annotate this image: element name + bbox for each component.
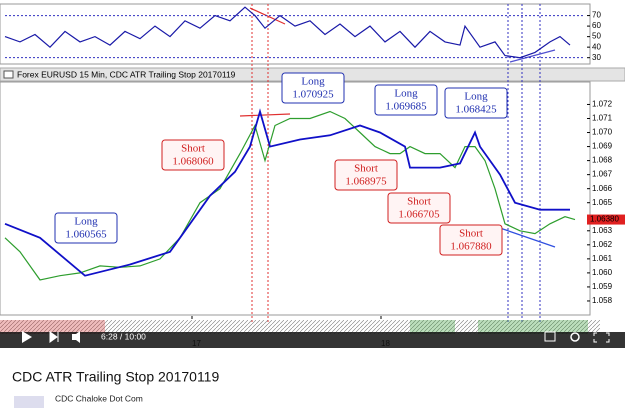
callout-side: Short [181, 143, 205, 155]
callout-box [387, 192, 451, 224]
y-tick-label: 1.058 [592, 296, 613, 305]
y-tick-label: 1.060 [592, 268, 613, 277]
control-bar [0, 332, 625, 348]
y-tick-label: 1.067 [592, 170, 613, 179]
video-frame [0, 0, 625, 350]
rsi-panel [0, 3, 591, 65]
series-line [4, 6, 571, 59]
progress-played [0, 320, 105, 334]
progress-bar[interactable] [0, 320, 600, 334]
arrow [499, 227, 556, 248]
y-tick-label: 1.072 [592, 100, 613, 109]
callout-box [281, 72, 345, 104]
y-tick-label: 30 [592, 53, 601, 62]
fullscreen-button[interactable] [593, 332, 610, 343]
settings-button[interactable] [570, 332, 580, 342]
y-tick-label: 1.061 [592, 254, 613, 263]
callout-price: 1.069685 [385, 101, 427, 113]
callout-box [334, 159, 398, 191]
arrow [249, 7, 286, 25]
callout-side: Short [354, 163, 378, 175]
callout-box [374, 84, 438, 116]
callout-box [161, 139, 225, 171]
callout-price: 1.060565 [65, 229, 107, 241]
callout-side: Short [407, 196, 431, 208]
y-tick-label: 1.069 [592, 142, 613, 151]
y-tick-label: 1.063 [592, 226, 613, 235]
callout-box [444, 87, 508, 119]
y-tick-label: 1.070 [592, 128, 613, 137]
callout-price: 1.067880 [450, 241, 492, 253]
y-tick-label: 1.062 [592, 240, 613, 249]
time-display: 6:28 / 10:00 [101, 331, 146, 341]
y-tick-label: 70 [592, 11, 601, 20]
last-price-label: 1.06380 [590, 215, 619, 224]
callout-price: 1.066705 [398, 209, 440, 221]
volume-button[interactable] [72, 331, 80, 343]
callout-side: Long [464, 91, 488, 103]
channel-avatar[interactable] [14, 396, 44, 410]
series-line [4, 108, 570, 277]
next-button[interactable] [49, 331, 59, 343]
callout-side: Long [301, 76, 325, 88]
window-icon [3, 70, 14, 79]
callout-box [439, 224, 503, 256]
callout-price: 1.068425 [455, 104, 497, 116]
callout-side: Short [459, 228, 483, 240]
callout-side: Long [394, 88, 418, 100]
last-price-box [587, 214, 625, 225]
chart-title: Forex EURUSD 15 Min, CDC ATR Trailing St… [17, 69, 236, 79]
callout-side: Long [74, 216, 98, 228]
y-tick-label: 1.071 [592, 114, 613, 123]
callout-price: 1.068975 [345, 176, 387, 188]
progress-segment [410, 320, 455, 334]
play-button[interactable] [22, 331, 32, 343]
callout-price: 1.068060 [172, 156, 214, 168]
y-tick-label: 1.066 [592, 184, 613, 193]
arrow [239, 113, 291, 117]
callout-box [54, 212, 118, 244]
y-tick-label: 40 [592, 42, 601, 51]
arrow [509, 49, 556, 63]
y-tick-label: 50 [592, 32, 601, 41]
video-title: CDC ATR Trailing Stop 20170119 [12, 369, 219, 385]
y-tick-label: 1.065 [592, 198, 613, 207]
captions-button[interactable] [544, 331, 556, 342]
channel-name[interactable]: CDC Chaloke Dot Com [55, 393, 143, 403]
y-tick-label: 1.068 [592, 156, 613, 165]
player-controls: 6:28 / 10:00 [0, 320, 625, 348]
y-tick-label: 60 [592, 21, 601, 30]
y-tick-label: 1.059 [592, 282, 613, 291]
callout-price: 1.070925 [292, 89, 334, 101]
progress-segment [478, 320, 588, 334]
